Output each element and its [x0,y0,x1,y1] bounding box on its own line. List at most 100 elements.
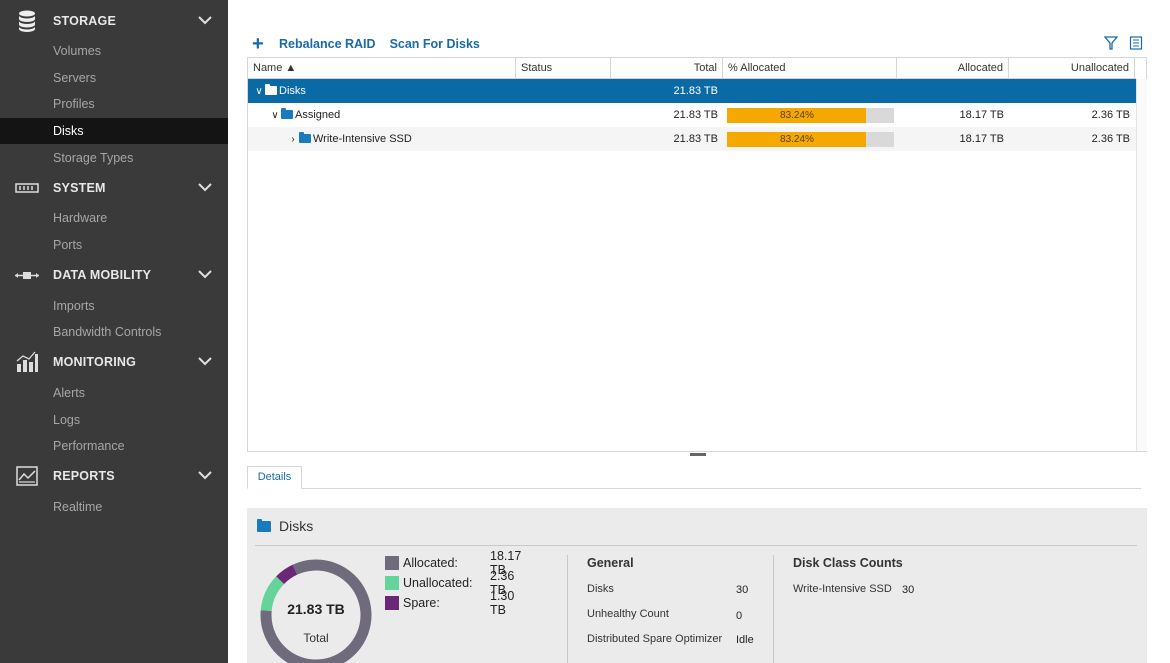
detail-tabs: Details [247,466,1141,489]
table-row[interactable]: ∨ Disks 21.83 TB [248,79,1136,103]
disk-class-value: 30 [902,584,915,596]
tab-details[interactable]: Details [247,466,302,489]
chevron-down-icon [198,183,212,192]
general-key-unhealthy: Unhealthy Count [587,608,669,620]
donut-center-label: Total [303,631,328,645]
chevron-down-icon [198,357,212,366]
folder-icon [257,518,271,532]
allocation-donut-chart: 21.83 TB Total [260,559,372,663]
legend-item-allocated: Allocated: 18.17 TB [385,549,521,577]
sidebar-item-disks[interactable]: Disks [0,118,228,144]
details-title-text: Disks [279,518,314,534]
folder-icon [265,84,277,95]
chevron-down-icon [198,471,212,480]
column-header-unallocated[interactable]: Unallocated [1009,58,1135,79]
sidebar-item-volumes[interactable]: Volumes [53,44,101,58]
column-header-status[interactable]: Status [516,58,611,79]
chevron-down-icon[interactable]: ∨ [255,86,263,97]
filter-icon[interactable] [1104,34,1118,52]
nav-section-label: DATA MOBILITY [53,268,152,282]
row-name-cell: › Write-Intensive SSD [282,127,516,151]
pct-allocated-fill [727,108,866,123]
legend-label: Allocated: [403,556,458,570]
add-icon[interactable]: + [252,33,264,55]
sidebar-item-performance[interactable]: Performance [53,439,125,453]
legend-item-spare: Spare: 1.30 TB [385,589,514,617]
sidebar-item-servers[interactable]: Servers [53,71,97,85]
row-total: 21.83 TB [673,133,718,145]
row-unallocated: 2.36 TB [1091,109,1130,121]
nav-section-storage[interactable]: STORAGE [0,6,228,36]
chevron-right-icon[interactable]: › [291,134,295,145]
column-header-total[interactable]: Total [611,58,723,79]
nav-section-label: STORAGE [53,14,116,28]
legend-swatch [385,576,399,590]
pct-allocated-bar: 83.24% [727,108,894,123]
line-chart-icon [16,466,38,486]
rebalance-raid-button[interactable]: Rebalance RAID [279,37,376,51]
sidebar-item-logs[interactable]: Logs [53,413,81,427]
pct-allocated-label: 83.24% [780,134,814,145]
nav-section-label: MONITORING [53,355,137,369]
sidebar-item-bandwidth-controls[interactable]: Bandwidth Controls [53,325,162,339]
column-chooser-icon[interactable] [1129,34,1143,52]
legend-label: Unallocated: [403,576,473,590]
nav-section-system[interactable]: SYSTEM [0,173,228,203]
pct-allocated-fill [727,132,866,147]
divider [255,545,1137,546]
sidebar-item-realtime[interactable]: Realtime [53,500,103,514]
sidebar-item-alerts[interactable]: Alerts [53,386,85,400]
general-value-disks: 30 [736,584,749,596]
donut-slices [260,559,372,663]
legend-swatch [385,596,399,610]
details-title: Disks [257,518,313,534]
donut-center-value: 21.83 TB [287,601,345,617]
legend-swatch [385,556,399,570]
folder-icon [281,108,293,119]
row-allocated: 18.17 TB [959,109,1004,121]
scan-for-disks-button[interactable]: Scan For Disks [389,37,480,51]
column-header-pct-allocated[interactable]: % Allocated [723,58,897,79]
general-value-spare-optimizer: Idle [736,634,754,646]
table-row[interactable]: ∨ Assigned 21.83 TB 83.24% 18.17 TB 2.36 … [248,103,1136,127]
legend-value: 18.17 TB [490,549,522,577]
sidebar: STORAGE Volumes Servers Profiles Disks S… [0,0,228,663]
row-total: 21.83 TB [673,85,718,97]
database-icon [19,10,35,32]
column-header-name[interactable]: Name ▲ [248,58,516,79]
disks-grid: Name ▲ Status Total % Allocated Allocate… [247,57,1147,452]
sidebar-item-ports[interactable]: Ports [53,238,83,252]
disk-class-section-title: Disk Class Counts [793,556,903,570]
row-name: Disks [279,85,306,97]
chevron-down-icon [198,270,212,279]
sidebar-item-imports[interactable]: Imports [53,299,95,313]
general-value-unhealthy: 0 [736,610,743,622]
sidebar-item-profiles[interactable]: Profiles [53,97,95,111]
column-header-allocated[interactable]: Allocated [897,58,1009,79]
grid-scrollbar[interactable] [1136,79,1147,451]
server-rack-icon [15,183,39,193]
toolbar: + Rebalance RAID Scan For Disks [252,34,494,54]
divider [773,555,774,663]
main-content: + Rebalance RAID Scan For Disks Name ▲ S… [228,0,1170,663]
chevron-down-icon [198,16,212,25]
chevron-down-icon[interactable]: ∨ [271,110,279,121]
row-allocated: 18.17 TB [959,133,1004,145]
table-row[interactable]: › Write-Intensive SSD 21.83 TB 83.24% 18.… [248,127,1136,151]
resize-handle[interactable] [690,453,706,456]
nav-section-data-mobility[interactable]: DATA MOBILITY [0,260,228,290]
details-panel: Disks 21.83 TB Total Allocated: 18.17 TB… [247,508,1147,663]
sidebar-item-storage-types[interactable]: Storage Types [53,151,134,165]
nav-section-label: REPORTS [53,469,115,483]
row-name-cell: ∨ Assigned [264,103,516,127]
folder-icon [299,132,311,143]
sidebar-item-hardware[interactable]: Hardware [53,211,108,225]
general-key-disks: Disks [587,583,614,595]
general-key-spare-optimizer: Distributed Spare Optimizer [587,633,723,645]
nav-section-monitoring[interactable]: MONITORING [0,347,228,377]
row-name: Assigned [295,109,341,121]
row-unallocated: 2.36 TB [1091,133,1130,145]
nav-section-reports[interactable]: REPORTS [0,461,228,491]
donut-slice-spare [260,559,372,663]
general-section-title: General [587,556,634,570]
